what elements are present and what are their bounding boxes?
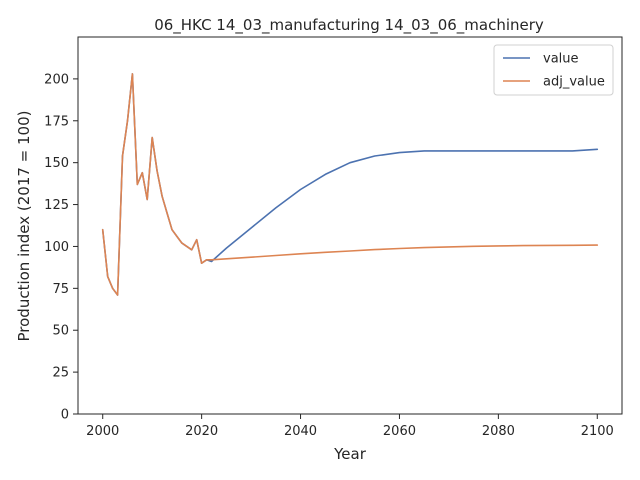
legend: value adj_value: [493, 44, 614, 96]
y-axis: 0 25 50 75 100 125 150 175 200: [44, 72, 78, 423]
y-axis-title: Production index (2017 = 100): [15, 111, 33, 342]
chart-title: 06_HKC 14_03_manufacturing 14_03_06_mach…: [154, 16, 544, 35]
y-tick-label: 175: [44, 114, 69, 129]
x-tick-label: 2080: [482, 424, 515, 439]
y-tick-label: 150: [44, 156, 69, 171]
legend-label-value: value: [543, 52, 579, 67]
y-tick-label: 200: [44, 72, 69, 87]
y-tick-label: 25: [52, 366, 69, 381]
x-tick-label: 2040: [284, 424, 317, 439]
y-tick-label: 75: [52, 282, 69, 297]
x-tick-label: 2100: [581, 424, 614, 439]
plot-frame: [77, 36, 623, 415]
plot-area: [77, 36, 623, 415]
legend-label-adj-value: adj_value: [543, 75, 605, 90]
y-tick-label: 100: [44, 240, 69, 255]
x-axis: 2000 2020 2040 2060 2080 2100: [86, 414, 614, 439]
y-tick-label: 125: [44, 198, 69, 213]
x-tick-label: 2000: [86, 424, 119, 439]
series-layer: [101, 73, 599, 296]
x-tick-label: 2060: [383, 424, 416, 439]
y-tick-label: 0: [61, 408, 69, 423]
x-tick-label: 2020: [185, 424, 218, 439]
y-tick-label: 50: [52, 324, 69, 339]
x-axis-title: Year: [333, 445, 367, 463]
series-line-adj-value: [101, 73, 599, 296]
